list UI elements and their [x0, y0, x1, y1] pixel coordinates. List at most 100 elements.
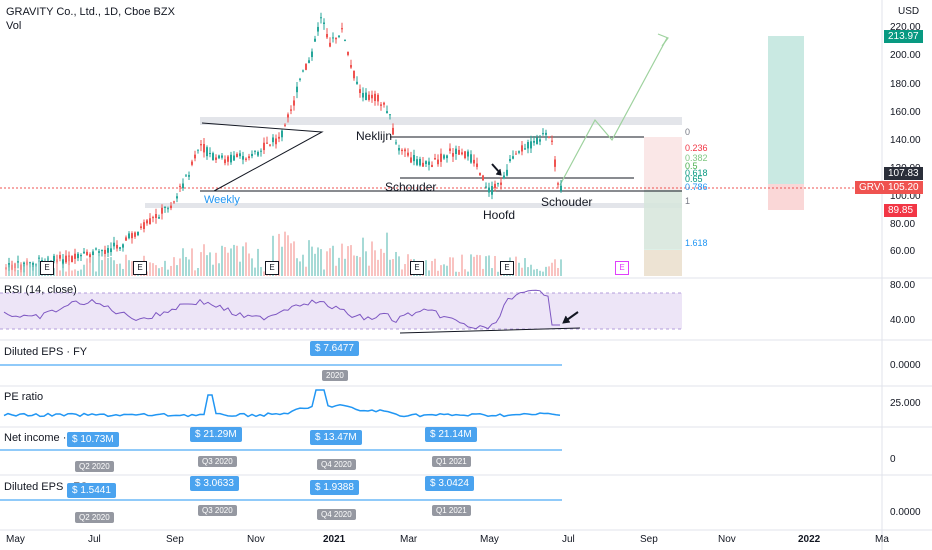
- time-tick: Mar: [400, 534, 418, 545]
- eps-fq-period: Q4 2020: [317, 509, 356, 520]
- candle-body: [557, 183, 559, 185]
- volume-bar: [182, 248, 184, 276]
- volume-bar: [329, 248, 331, 276]
- volume-bar: [125, 254, 127, 276]
- stop-price-tag: 89.85: [884, 204, 918, 217]
- volume-bar: [29, 267, 31, 276]
- candle-body: [359, 89, 361, 94]
- candle-body: [512, 156, 514, 159]
- candle-body: [443, 155, 445, 159]
- volume-bar: [8, 264, 10, 276]
- earnings-marker[interactable]: E: [265, 261, 279, 275]
- volume-bar: [341, 243, 343, 276]
- volume-bar: [530, 264, 532, 276]
- candle-body: [293, 100, 295, 106]
- volume-bar: [290, 243, 292, 276]
- last-price-tag: 105.20: [884, 181, 923, 194]
- candle-body: [158, 217, 160, 219]
- volume-bar: [389, 259, 391, 276]
- earnings-marker[interactable]: E: [40, 261, 54, 275]
- volume-bar: [335, 265, 337, 276]
- candle-body: [236, 153, 238, 158]
- net-income-badge[interactable]: $ 13.47M: [310, 430, 362, 445]
- net-income-label[interactable]: Net income · FQ: [4, 432, 85, 444]
- earnings-marker[interactable]: E: [410, 261, 424, 275]
- time-tick: Jul: [562, 534, 575, 545]
- price-tick: 220.00: [890, 22, 921, 33]
- candle-body: [488, 187, 490, 193]
- candle-body: [161, 207, 163, 214]
- volume-bar: [458, 271, 460, 276]
- price-tick: 100.00: [890, 191, 921, 202]
- eps-fq-period: Q3 2020: [198, 505, 237, 516]
- volume-bar: [425, 260, 427, 276]
- volume-bar: [131, 261, 133, 276]
- volume-bar: [35, 263, 37, 276]
- candle-body: [17, 261, 19, 263]
- candle-body: [458, 149, 460, 155]
- eps-fq-badge[interactable]: $ 3.0424: [425, 476, 474, 491]
- volume-bar: [551, 262, 553, 276]
- candle-body: [299, 78, 301, 80]
- volume-bar: [554, 259, 556, 276]
- volume-bar: [362, 237, 364, 276]
- fib-0786: 0.786: [685, 182, 708, 192]
- volume-bar: [557, 267, 559, 276]
- volume-bar: [110, 257, 112, 276]
- candle-body: [560, 185, 562, 191]
- candle-body: [281, 130, 283, 138]
- candle-body: [440, 153, 442, 162]
- earnings-marker[interactable]: E: [133, 261, 147, 275]
- eps-fq-badge[interactable]: $ 1.9388: [310, 480, 359, 495]
- candle-body: [296, 86, 298, 93]
- eps-fq-badge[interactable]: $ 3.0633: [190, 476, 239, 491]
- rsi-label[interactable]: RSI (14, close): [4, 284, 77, 296]
- earnings-marker[interactable]: E: [500, 261, 514, 275]
- net-income-period: Q3 2020: [198, 456, 237, 467]
- net-income-badge[interactable]: $ 10.73M: [67, 432, 119, 447]
- time-tick: Sep: [166, 534, 184, 545]
- volume-bar: [179, 258, 181, 276]
- candle-body: [266, 142, 268, 144]
- volume-bar: [101, 260, 103, 276]
- volume-bar: [260, 266, 262, 276]
- candle-body: [344, 39, 346, 41]
- volume-bar: [239, 261, 241, 276]
- candle-body: [143, 222, 145, 230]
- candle-body: [455, 148, 457, 155]
- price-candles: [5, 12, 562, 273]
- volume-bar: [371, 241, 373, 276]
- candle-body: [137, 231, 139, 236]
- eps-fq-badge[interactable]: $ 1.5441: [67, 483, 116, 498]
- candle-body: [275, 138, 277, 145]
- pe-label[interactable]: PE ratio: [4, 391, 44, 403]
- eps-fy-label[interactable]: Diluted EPS · FY: [4, 346, 88, 358]
- candle-body: [500, 182, 502, 185]
- candle-body: [464, 151, 466, 159]
- candle-body: [89, 254, 91, 258]
- volume-bar: [344, 258, 346, 276]
- candle-body: [368, 94, 370, 100]
- candle-body: [65, 255, 67, 263]
- volume-bar: [431, 261, 433, 276]
- net-income-badge[interactable]: $ 21.29M: [190, 427, 242, 442]
- candle-body: [278, 136, 280, 139]
- candle-body: [86, 251, 88, 256]
- volume-bar: [155, 265, 157, 276]
- volume-bar: [98, 255, 100, 276]
- volume-bar: [23, 263, 25, 276]
- candle-body: [404, 149, 406, 152]
- candle-body: [521, 145, 523, 152]
- volume-bar: [263, 271, 265, 276]
- net-income-badge[interactable]: $ 21.14M: [425, 427, 477, 442]
- eps-fy-value-badge[interactable]: $ 7.6477: [310, 341, 359, 356]
- volume-bar: [326, 251, 328, 276]
- earnings-marker-upcoming[interactable]: E: [615, 261, 629, 275]
- volume-bar: [350, 245, 352, 276]
- annotation-schouder-right: Schouder: [541, 195, 593, 209]
- currency-label[interactable]: USD: [898, 6, 920, 17]
- candle-body: [221, 155, 223, 158]
- volume-bar: [86, 258, 88, 276]
- candle-body: [446, 155, 448, 159]
